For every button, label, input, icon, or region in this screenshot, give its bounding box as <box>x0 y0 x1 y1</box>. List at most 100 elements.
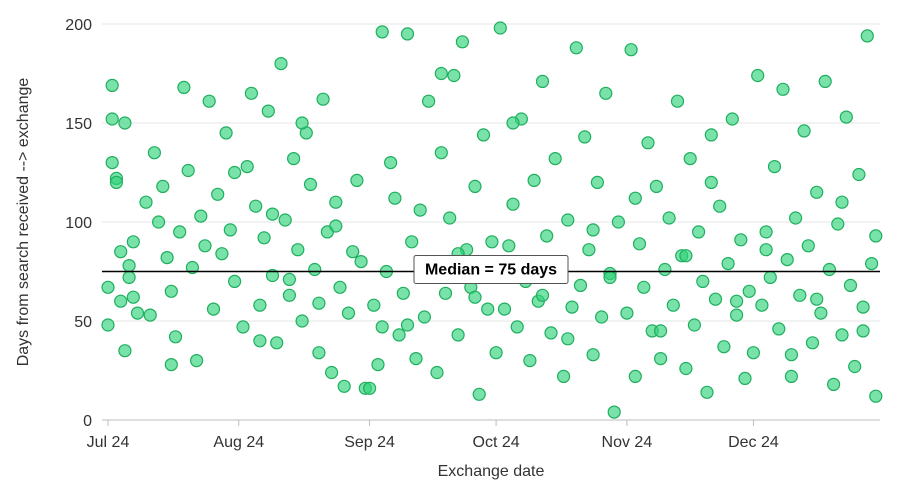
data-point <box>535 288 550 302</box>
data-point <box>160 251 174 265</box>
data-point <box>746 346 761 360</box>
data-point <box>308 262 322 277</box>
data-point <box>363 381 377 395</box>
data-point <box>109 175 124 189</box>
data-point <box>164 284 178 298</box>
data-point <box>818 74 832 89</box>
data-point <box>405 235 419 249</box>
data-point <box>253 298 267 312</box>
data-point <box>628 369 642 383</box>
data-point <box>793 288 807 302</box>
data-point <box>240 160 254 174</box>
data-point <box>164 358 178 372</box>
data-point <box>696 274 710 288</box>
data-point <box>565 300 579 314</box>
data-point <box>265 207 280 221</box>
data-point <box>333 280 347 294</box>
x-tick-labels: Jul 24 Aug 24 Sep 24 Oct 24 Nov 24 Dec 24 <box>87 420 779 451</box>
data-point <box>848 359 862 374</box>
data-point <box>282 272 296 286</box>
data-point <box>346 245 360 259</box>
data-point <box>147 146 161 160</box>
data-point <box>185 260 199 275</box>
data-point <box>835 328 849 342</box>
data-point <box>168 330 183 344</box>
data-point <box>126 235 140 249</box>
data-point <box>409 352 423 366</box>
data-point <box>384 156 398 170</box>
data-point <box>864 257 879 271</box>
data-point <box>451 328 465 342</box>
data-point <box>658 262 672 277</box>
data-point <box>430 365 444 380</box>
data-point <box>228 165 242 180</box>
data-point <box>641 136 655 150</box>
data-point <box>742 284 756 298</box>
data-point <box>763 270 777 284</box>
data-point <box>704 128 718 142</box>
data-point <box>400 318 415 332</box>
data-point <box>438 286 453 300</box>
data-point <box>341 306 356 320</box>
data-point <box>734 233 748 247</box>
data-point <box>101 318 115 332</box>
data-point <box>177 80 191 95</box>
data-point <box>843 278 858 292</box>
data-point <box>810 292 824 306</box>
data-point <box>594 310 609 324</box>
data-point <box>653 324 668 338</box>
data-point <box>400 27 415 41</box>
data-point <box>784 348 799 362</box>
data-point <box>687 318 702 332</box>
data-point <box>544 326 558 340</box>
data-point <box>219 126 233 140</box>
data-point <box>282 288 296 302</box>
data-point <box>139 195 153 209</box>
data-point <box>350 173 364 187</box>
data-point <box>839 110 853 124</box>
data-point <box>869 389 883 403</box>
data-point <box>105 78 119 93</box>
data-point <box>788 211 803 225</box>
x-tick-label: Jul 24 <box>87 434 130 451</box>
data-point <box>114 245 128 259</box>
data-point <box>569 41 583 55</box>
data-point <box>666 298 680 312</box>
data-point <box>662 211 676 225</box>
y-tick-label: 150 <box>65 116 92 133</box>
data-point <box>244 86 258 100</box>
data-point <box>670 94 685 108</box>
data-point <box>523 354 537 368</box>
data-point <box>535 74 550 89</box>
data-point <box>312 346 326 360</box>
data-point <box>632 237 647 251</box>
data-point <box>211 187 225 201</box>
data-point <box>548 152 562 166</box>
data-point <box>202 94 216 108</box>
data-point <box>223 223 237 237</box>
data-point <box>776 82 790 96</box>
data-point <box>759 243 773 257</box>
data-point <box>755 298 769 312</box>
median-annotation: Median = 75 days <box>102 255 880 284</box>
data-point <box>814 306 828 320</box>
data-point <box>396 286 410 300</box>
data-point <box>105 112 119 126</box>
data-point <box>476 128 491 142</box>
data-point <box>540 229 554 243</box>
data-point <box>468 179 482 193</box>
data-point <box>434 66 448 81</box>
data-point <box>561 332 575 346</box>
data-point <box>278 213 292 227</box>
data-point <box>253 334 267 348</box>
data-point <box>649 179 664 193</box>
data-point <box>860 29 874 43</box>
data-point <box>620 306 634 320</box>
data-point <box>274 56 288 71</box>
data-point <box>316 92 330 106</box>
data-point <box>637 280 651 294</box>
data-point <box>856 300 870 314</box>
data-point <box>303 177 318 191</box>
data-point <box>270 336 284 350</box>
